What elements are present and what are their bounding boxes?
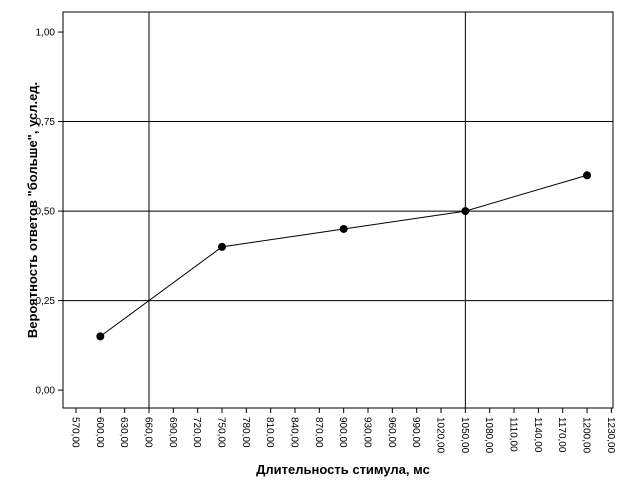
y-tick-label: 0,25 <box>36 296 56 307</box>
x-tick-label: 1110,00 <box>508 417 519 452</box>
x-tick-label: 1170,00 <box>556 417 567 453</box>
x-tick-label: 660,00 <box>142 417 153 448</box>
x-tick-label: 900,00 <box>337 417 348 448</box>
x-tick-label: 750,00 <box>215 417 226 448</box>
data-point <box>461 207 470 216</box>
x-tick-label: 930,00 <box>362 417 373 448</box>
data-line <box>100 174 588 337</box>
x-tick-label: 1020,00 <box>435 417 446 454</box>
x-tick-label: 840,00 <box>289 417 300 448</box>
x-tick-label: 1200,00 <box>581 417 592 454</box>
x-tick-label: 780,00 <box>240 417 251 448</box>
x-tick-label: 1050,00 <box>459 417 470 454</box>
x-tick-label: 1230,00 <box>605 417 616 454</box>
x-tick-label: 960,00 <box>386 417 397 448</box>
y-axis-title: Вероятность ответов "больше", усл.ед. <box>25 82 40 338</box>
data-point <box>339 224 348 233</box>
x-tick-label: 570,00 <box>69 417 80 448</box>
plot-frame <box>62 11 614 409</box>
x-tick-label: 720,00 <box>191 417 202 448</box>
x-tick-label: 810,00 <box>264 417 275 448</box>
y-tick-label: 1,00 <box>36 28 56 39</box>
x-tick-label: 1140,00 <box>532 417 543 453</box>
x-tick-label: 990,00 <box>410 417 421 448</box>
x-tick-label: 870,00 <box>313 417 324 448</box>
x-tick-label: 690,00 <box>167 417 178 448</box>
x-tick-label: 1080,00 <box>483 417 494 454</box>
x-tick-label: 630,00 <box>118 417 129 448</box>
data-point <box>96 332 105 341</box>
x-axis-title: Длительность стимула, мс <box>256 462 430 477</box>
y-tick-label: 0,50 <box>36 207 56 218</box>
x-tick-label: 600,00 <box>94 417 105 448</box>
data-point <box>583 171 592 180</box>
data-point <box>217 242 226 251</box>
y-tick-label: 0,75 <box>36 117 56 128</box>
y-tick-label: 0,00 <box>36 386 56 397</box>
